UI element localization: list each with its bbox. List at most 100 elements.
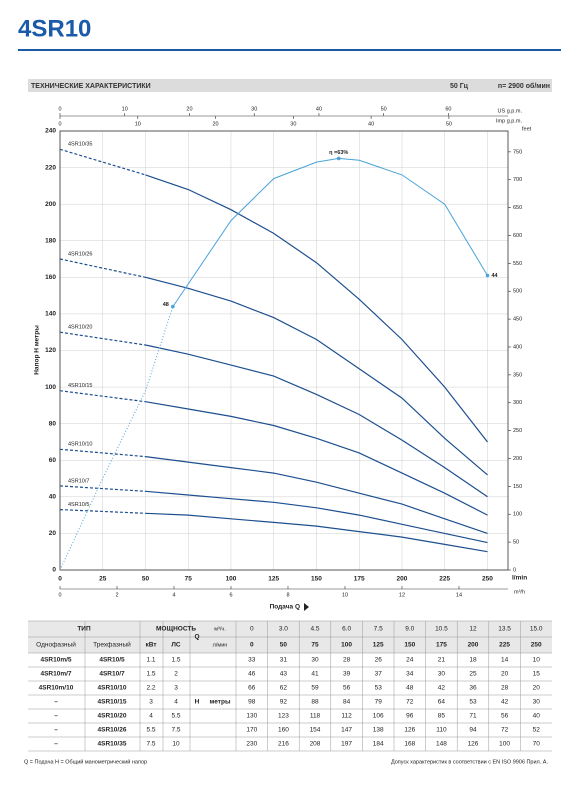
table-cell: 4SR10m/5 xyxy=(40,657,71,664)
table-cell: 92 xyxy=(280,699,288,706)
table-cell: 71 xyxy=(469,713,477,720)
table-cell: 208 xyxy=(310,741,321,748)
curve-dashed xyxy=(59,390,146,403)
table-cell: 4 xyxy=(174,699,178,706)
table-cell: – xyxy=(54,699,58,706)
table-cell: 4SR10m/10 xyxy=(39,685,74,692)
us-gpm-tick-label: 20 xyxy=(186,106,192,112)
table-cell: – xyxy=(54,741,58,748)
feet-tick-label: 200 xyxy=(513,456,522,462)
table-cell: 50 xyxy=(280,642,288,649)
us-gpm-tick-label: 40 xyxy=(316,106,322,112)
table-cell: 4.5 xyxy=(310,626,319,633)
us-gpm-tick-label: 60 xyxy=(445,106,451,112)
imp-gpm-tick-label: 40 xyxy=(368,121,374,127)
x-tick-label: 175 xyxy=(354,576,365,583)
table-cell: 85 xyxy=(438,713,446,720)
table-cell: 147 xyxy=(341,727,352,734)
curve-label: 4SR10/7 xyxy=(68,478,89,484)
curve-dashed xyxy=(59,485,146,492)
m3h-unit: m³/h xyxy=(514,589,525,595)
table-cell: 150 xyxy=(404,642,415,649)
table-cell: 112 xyxy=(341,713,352,720)
y-tick-label: 240 xyxy=(45,128,56,135)
table-cell: 230 xyxy=(246,741,257,748)
table-cell: 39 xyxy=(343,671,351,678)
table-cell: 79 xyxy=(375,699,383,706)
table-cell: 154 xyxy=(310,727,321,734)
feet-tick-label: 300 xyxy=(513,400,522,406)
plot-frame xyxy=(59,130,509,571)
curve-dashed xyxy=(59,448,146,458)
curve-dashed xyxy=(59,509,146,514)
us-gpm-unit: US g.p.m. xyxy=(498,108,523,114)
table-header: кВт xyxy=(145,642,156,649)
table-cell: 15.0 xyxy=(530,626,543,633)
curve-dashed xyxy=(59,331,146,346)
feet-tick-label: 700 xyxy=(513,177,522,183)
curve xyxy=(145,512,488,553)
table-header: МОЩНОСТЬ xyxy=(156,626,196,633)
curve-dashed xyxy=(59,258,146,278)
table-cell: 12 xyxy=(469,626,477,633)
curve-label: 4SR10/15 xyxy=(68,383,92,389)
table-cell: 59 xyxy=(311,685,319,692)
table-cell: 2.2 xyxy=(146,685,155,692)
table-cell: 48 xyxy=(406,685,414,692)
imp-gpm-unit: Imp g.p.m. xyxy=(496,118,522,124)
table-cell: 20 xyxy=(533,685,541,692)
table-cell: 148 xyxy=(436,741,447,748)
table-cell: 88 xyxy=(311,699,319,706)
feet-tick-label: 350 xyxy=(513,372,522,378)
table-cell: 1.5 xyxy=(171,657,180,664)
table-cell: 125 xyxy=(373,642,384,649)
table-cell: 4SR10/5 xyxy=(99,657,125,664)
table-header: л/мин xyxy=(213,642,228,648)
m3h-tick-label: 4 xyxy=(172,592,175,598)
y-tick-label: 220 xyxy=(45,164,56,171)
y-tick-label: 120 xyxy=(45,347,56,354)
table-cell: 34 xyxy=(406,671,414,678)
table-cell: 20 xyxy=(501,671,509,678)
table-cell: 30 xyxy=(438,671,446,678)
table-cell: 138 xyxy=(373,727,384,734)
curve xyxy=(145,456,488,534)
table-cell: 98 xyxy=(248,699,256,706)
table-cell: 94 xyxy=(469,727,477,734)
m3h-tick-label: 10 xyxy=(342,592,348,598)
curve xyxy=(145,490,488,544)
table-cell: 4SR10/7 xyxy=(99,671,125,678)
x-tick-label: 250 xyxy=(482,576,493,583)
x-axis-title: Подача Q xyxy=(270,604,300,611)
table-cell: 184 xyxy=(373,741,384,748)
table-cell: 10.5 xyxy=(435,626,448,633)
x-tick-label: 125 xyxy=(268,576,279,583)
feet-tick-label: 100 xyxy=(513,512,522,518)
table-cell: 56 xyxy=(343,685,351,692)
table-cell: – xyxy=(54,713,58,720)
curve-label: 4SR10/5 xyxy=(68,502,89,508)
table-header: Однофазный xyxy=(36,641,76,649)
table-cell: 100 xyxy=(499,741,510,748)
table-header: Трехфазный xyxy=(93,641,131,649)
table-cell: 5.5 xyxy=(171,713,180,720)
table-cell: 170 xyxy=(246,727,257,734)
table-cell: 225 xyxy=(499,642,510,649)
table-cell: 56 xyxy=(501,713,509,720)
table-cell: 6.0 xyxy=(342,626,351,633)
table-cell: 110 xyxy=(436,727,447,734)
table-cell: 18 xyxy=(469,657,477,664)
table-header: Q xyxy=(194,634,199,641)
efficiency-dotted xyxy=(59,306,174,571)
table-cell: 42 xyxy=(501,699,509,706)
table-cell: 130 xyxy=(246,713,257,720)
table-cell: 100 xyxy=(341,642,352,649)
table-cell: 43 xyxy=(280,671,288,678)
table-cell: 25 xyxy=(469,671,477,678)
table-cell: 14 xyxy=(501,657,509,664)
table-cell: – xyxy=(54,727,58,734)
curve-label: 4SR10/26 xyxy=(68,251,92,257)
table-cell: 13.5 xyxy=(498,626,511,633)
curve-label: 4SR10/10 xyxy=(68,442,92,448)
